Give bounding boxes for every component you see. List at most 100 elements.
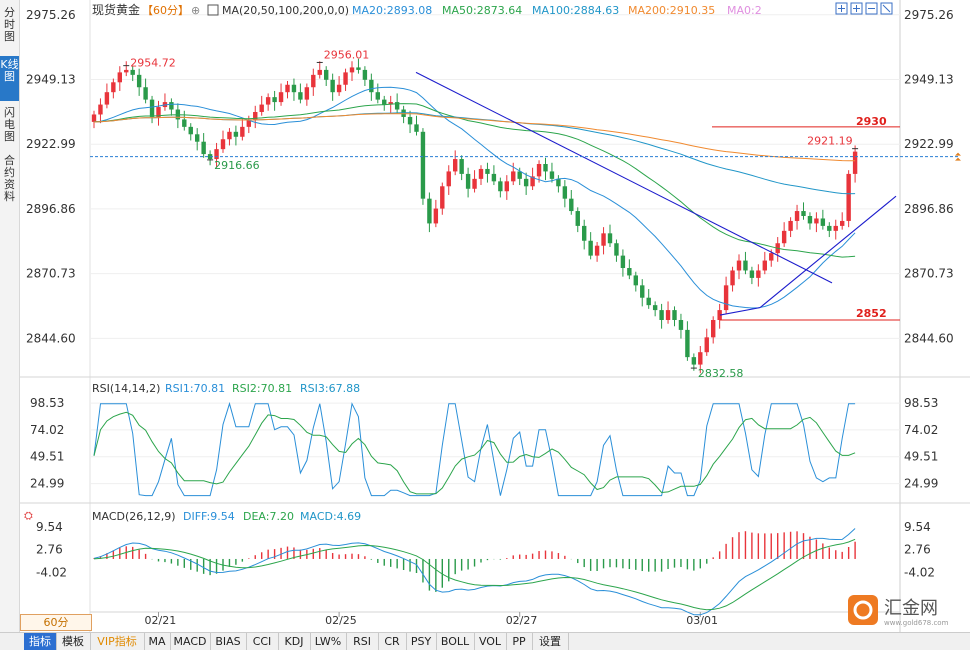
annotation-last_high: 2921.19	[807, 135, 853, 148]
zoom-in-icon[interactable]	[850, 2, 863, 15]
indicator-tab-lw[interactable]: LW%	[310, 633, 347, 650]
price-tick-left: 2844.60	[26, 331, 76, 345]
watermark-url: www.gold678.com	[884, 619, 949, 627]
expand-icon[interactable]	[880, 2, 893, 15]
indicator-tab-[interactable]: 设置	[532, 633, 569, 650]
candle-body	[607, 233, 613, 244]
candle-body	[124, 69, 129, 73]
indicator-tab-rsi[interactable]: RSI	[346, 633, 379, 650]
candle-body	[388, 102, 393, 105]
candle-body	[446, 171, 451, 187]
toolbar-icons	[835, 2, 893, 15]
candle-body	[349, 67, 355, 73]
candle-body	[827, 225, 832, 231]
rsi-tick-left: 49.51	[30, 450, 64, 464]
candle-body	[317, 69, 322, 75]
rsi-tick-right: 24.99	[904, 477, 938, 491]
macd-gear-icon[interactable]: ⛭	[24, 509, 33, 522]
move-icon[interactable]	[835, 2, 848, 15]
candle-body	[601, 233, 606, 246]
candle-body	[259, 104, 264, 112]
candle-body	[291, 84, 297, 93]
price-tick-left: 2870.73	[26, 267, 76, 281]
annotation-high2: 2956.01	[324, 48, 370, 61]
candle-body	[324, 69, 329, 80]
candle-body	[582, 225, 587, 241]
candle-body	[781, 230, 787, 244]
candle-body	[98, 104, 103, 115]
price-tick-left: 2975.26	[26, 8, 76, 22]
sidebar-tab-1[interactable]: K线图	[0, 56, 19, 101]
candle-body	[465, 173, 471, 189]
watermark-brand: 汇金网	[884, 598, 938, 619]
candle-body	[530, 176, 535, 187]
candle-body	[104, 92, 110, 105]
rsi-title: RSI(14,14,2)	[92, 382, 160, 395]
rsi3-line	[93, 411, 856, 495]
candle-body	[414, 124, 419, 132]
candle-body	[801, 211, 806, 216]
candle-body	[717, 310, 722, 320]
candle-body	[311, 74, 316, 88]
support-label: 2852	[856, 307, 887, 320]
candle-body	[375, 92, 380, 100]
candle-body	[240, 126, 245, 137]
macd-tick-right: 2.76	[904, 543, 931, 557]
candle-body	[517, 171, 522, 179]
candle-body	[253, 112, 258, 120]
candle-body	[659, 310, 664, 320]
candle-body	[807, 216, 813, 224]
ma50-label: MA50:2873.64	[442, 4, 522, 17]
indicator-tab-psy[interactable]: PSY	[406, 633, 437, 650]
candle-body	[491, 173, 497, 182]
indicator-tab-[interactable]: 指标	[24, 633, 57, 650]
period-selector[interactable]: 60分	[20, 614, 92, 631]
indicator-tab-ma[interactable]: MA	[144, 633, 171, 650]
indicator-tab-[interactable]: 模板	[56, 633, 91, 650]
watermark-logo: 汇金网 www.gold678.com	[848, 595, 949, 627]
indicator-tab-vip[interactable]: VIP指标	[90, 633, 145, 650]
indicator-tab-pp[interactable]: PP	[506, 633, 533, 650]
date-label: 02/21	[145, 614, 177, 627]
period-tag[interactable]: 【60分】	[142, 4, 189, 17]
sidebar-tab-3[interactable]: 合约资料	[4, 154, 15, 203]
ma20-label: MA20:2893.08	[352, 4, 432, 17]
candle-body	[427, 198, 432, 224]
candle-body	[394, 102, 400, 110]
candle-body	[111, 82, 116, 93]
macd-value-label: MACD:4.69	[300, 510, 361, 523]
indicator-tab-kdj[interactable]: KDJ	[278, 633, 311, 650]
symbol-label: 现货黄金	[92, 2, 140, 17]
candle-body	[794, 211, 800, 221]
candle-body	[743, 260, 748, 271]
indicator-tab-macd[interactable]: MACD	[170, 633, 211, 650]
candle-body	[330, 79, 335, 93]
indicator-tab-boll[interactable]: BOLL	[436, 633, 475, 650]
candle-body	[278, 92, 284, 103]
zoom-out-icon[interactable]	[865, 2, 878, 15]
macd-diff-line	[93, 528, 856, 616]
rsi-tick-left: 98.53	[30, 396, 64, 410]
candle-body	[117, 72, 122, 83]
sidebar-tab-0[interactable]: 分时图	[4, 6, 15, 43]
candle-body	[272, 97, 277, 103]
price-tick-left: 2922.99	[26, 137, 76, 151]
rsi-tick-left: 74.02	[30, 423, 64, 437]
candle-body	[704, 337, 709, 353]
sidebar-tab-2[interactable]: 闪电图	[4, 106, 15, 143]
indicator-tab-vol[interactable]: VOL	[474, 633, 507, 650]
candle-body	[201, 141, 206, 155]
indicator-tab-cci[interactable]: CCI	[246, 633, 279, 650]
candle-body	[820, 218, 826, 226]
left-sidebar	[0, 0, 20, 632]
candle-body	[265, 97, 271, 105]
rsi1-line	[93, 401, 856, 497]
settings-icon[interactable]: ⊕	[191, 4, 200, 17]
candle-body	[652, 305, 658, 311]
candle-body	[762, 260, 767, 271]
indicator-tab-bias[interactable]: BIAS	[210, 633, 247, 650]
candle-body	[169, 102, 174, 110]
rsi-tick-right: 98.53	[904, 396, 938, 410]
indicator-tab-cr[interactable]: CR	[378, 633, 407, 650]
price-tick-right: 2896.86	[904, 202, 954, 216]
